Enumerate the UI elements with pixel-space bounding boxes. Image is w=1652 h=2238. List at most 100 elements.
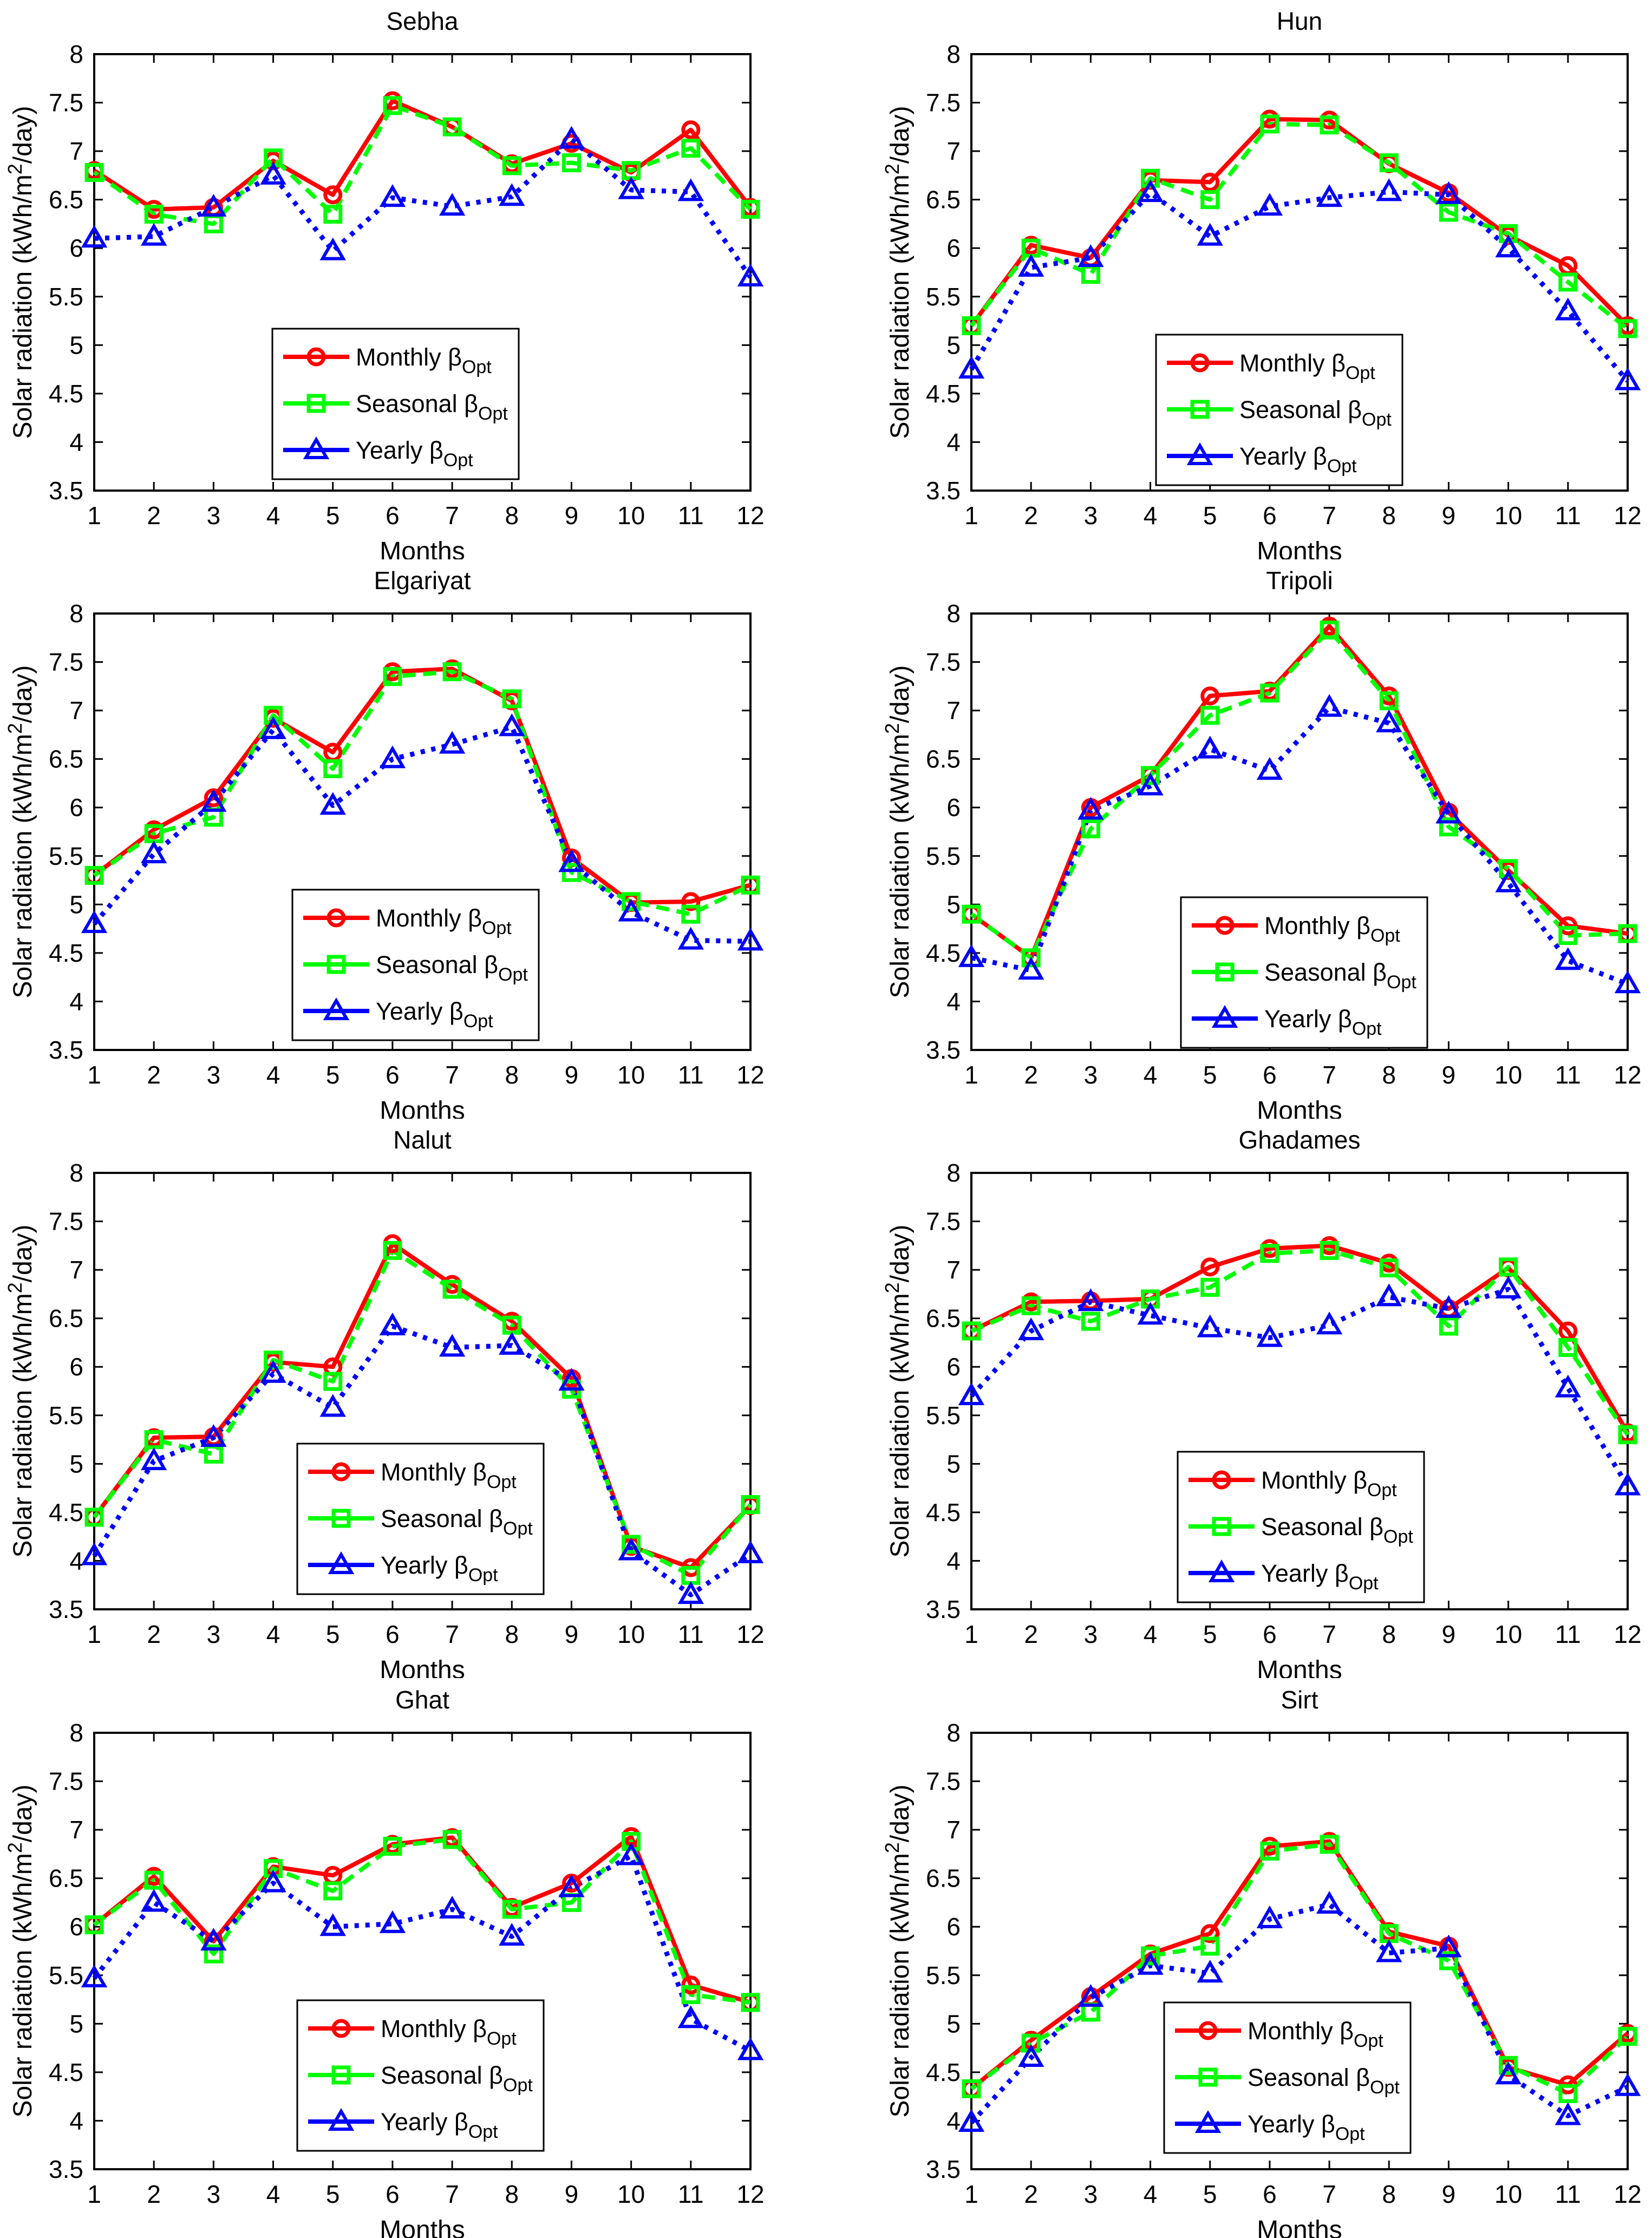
data-point-seasonal (1439, 1951, 1458, 1971)
data-point-yearly (1017, 1317, 1044, 1340)
series-markers-seasonal (962, 1835, 1637, 2103)
x-axis-label: Months (380, 1656, 465, 1678)
x-tick-label: 9 (565, 2180, 579, 2208)
y-tick-label: 6.5 (49, 186, 83, 214)
data-point-yearly (1435, 1295, 1462, 1318)
series-line-seasonal (970, 1842, 1629, 2096)
series-line-seasonal (93, 103, 752, 226)
x-tick-label: 1 (964, 501, 978, 530)
data-point-yearly (1435, 181, 1462, 204)
series-line-seasonal (93, 669, 752, 917)
data-point-yearly (1316, 184, 1343, 207)
series-markers-yearly (81, 1312, 764, 1604)
axis-ticks (970, 1732, 1629, 2170)
data-point-seasonal (442, 1280, 462, 1299)
x-tick-label: 8 (1382, 2180, 1396, 2208)
data-point-yearly (319, 237, 346, 260)
data-point-yearly (319, 792, 346, 815)
data-point-yearly (1017, 957, 1044, 980)
y-tick-label: 5.5 (49, 842, 83, 870)
data-point-yearly (677, 2005, 704, 2028)
x-tick-label: 3 (207, 2180, 221, 2208)
data-point-seasonal (1260, 1842, 1279, 1861)
legend-label-monthly: Monthly βOpt (381, 2015, 517, 2049)
legend-marker-monthly (331, 2019, 351, 2038)
legend-label-seasonal: Seasonal βOpt (1248, 2064, 1400, 2098)
x-axis-label: Months (1257, 537, 1342, 559)
data-point-seasonal (1320, 1835, 1339, 1854)
data-point-seasonal (1260, 1244, 1279, 1263)
data-point-yearly (1197, 735, 1223, 759)
y-tick-label: 6.5 (926, 1304, 961, 1333)
x-tick-label: 7 (445, 2180, 459, 2208)
data-point-seasonal (1200, 1936, 1220, 1956)
legend-marker-monthly (1198, 2021, 1218, 2040)
y-tick-label: 8 (946, 1159, 961, 1187)
data-point-yearly (140, 840, 167, 864)
x-tick-label: 3 (1084, 1620, 1098, 1648)
data-point-yearly (1137, 1302, 1164, 1325)
series-markers-seasonal (962, 620, 1637, 968)
y-tick-label: 5.5 (49, 1401, 83, 1430)
data-point-seasonal (264, 1859, 283, 1878)
y-tick-label: 6 (946, 1913, 961, 1941)
data-point-yearly (499, 713, 525, 736)
data-point-seasonal (1081, 1312, 1100, 1331)
legend-label-monthly: Monthly βOpt (1264, 912, 1400, 946)
x-tick-label: 5 (326, 1620, 340, 1648)
data-point-seasonal (622, 1535, 641, 1554)
x-tick-label: 9 (565, 501, 579, 530)
data-point-yearly (439, 1334, 466, 1357)
data-point-seasonal (383, 96, 402, 115)
x-tick-label: 7 (445, 1061, 459, 1089)
series-markers-monthly (962, 109, 1637, 336)
y-tick-label: 7 (946, 137, 961, 165)
plot-frame (970, 1732, 1629, 2170)
chart-cell-tripoli: Tripoli 1 2 3 4 5 6 7 8 9 10 11 12 3.5 4 4.5 5 5.5 6 6.5 7 7.… (826, 559, 1652, 1119)
series-markers-monthly (84, 659, 760, 912)
data-point-yearly (1435, 800, 1462, 824)
x-tick-label: 5 (1203, 1061, 1217, 1089)
data-point-seasonal (1439, 817, 1458, 837)
data-point-yearly (618, 1842, 644, 1865)
legend: Monthly βOpt Seasonal βOpt Yearly βOpt (296, 1443, 545, 1595)
y-axis-label: Solar radiation (kWh/m2/day) (4, 665, 37, 999)
data-point-seasonal (1200, 1277, 1220, 1297)
x-tick-label: 10 (1494, 501, 1522, 530)
x-tick-label: 3 (1084, 501, 1098, 530)
data-point-seasonal (1558, 272, 1578, 292)
data-point-seasonal (1260, 114, 1279, 134)
data-point-yearly (260, 716, 286, 739)
legend-marker-seasonal (1215, 962, 1235, 982)
data-point-seasonal (1379, 153, 1399, 173)
data-point-seasonal (741, 200, 760, 219)
legend-label-yearly: Yearly βOpt (381, 2108, 498, 2142)
data-point-seasonal (323, 1372, 343, 1391)
x-tick-label: 2 (147, 501, 161, 530)
y-tick-label: 6.5 (49, 1864, 83, 1893)
data-point-yearly (558, 126, 585, 149)
series-markers-yearly (81, 126, 764, 286)
y-tick-label: 6 (946, 793, 961, 821)
data-point-seasonal (1379, 1258, 1399, 1278)
data-point-seasonal (1320, 620, 1339, 640)
data-point-yearly (499, 1923, 525, 1946)
x-tick-label: 10 (1494, 1620, 1522, 1648)
data-point-seasonal (622, 892, 641, 911)
x-tick-label: 8 (505, 501, 519, 530)
data-point-seasonal (1558, 926, 1578, 945)
x-tick-label: 7 (445, 1620, 459, 1648)
x-tick-label: 11 (678, 2180, 704, 2208)
legend-label-yearly: Yearly βOpt (356, 436, 473, 471)
data-point-seasonal (1141, 168, 1160, 188)
data-point-yearly (1376, 709, 1402, 733)
data-point-yearly (140, 223, 167, 246)
data-point-seasonal (84, 1508, 104, 1527)
x-tick-label: 12 (1614, 1620, 1641, 1648)
y-tick-label: 5 (69, 331, 83, 359)
x-tick-label: 1 (87, 1061, 101, 1089)
series-line-seasonal (970, 628, 1628, 960)
x-tick-label: 6 (1263, 1620, 1277, 1648)
